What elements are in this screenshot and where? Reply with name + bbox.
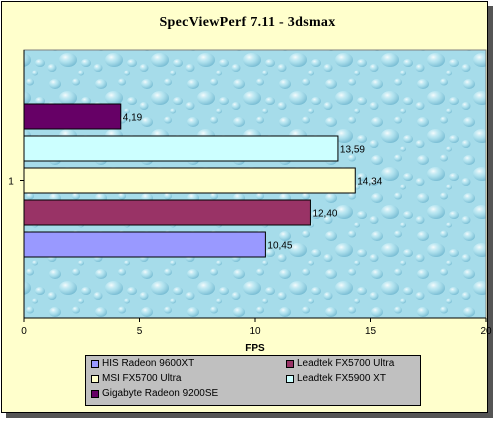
data-label: 13,59: [340, 145, 365, 156]
x-axis-title: FPS: [245, 343, 265, 354]
bar-0: [23, 231, 266, 258]
legend-swatch: [91, 375, 99, 383]
legend-swatch: [286, 360, 294, 368]
data-label: 14,34: [357, 177, 382, 188]
legend-label: HIS Radeon 9600XT: [102, 358, 195, 369]
x-tick-label: 5: [137, 326, 143, 337]
bar-3: [23, 135, 339, 162]
data-label: 4,19: [123, 113, 143, 124]
x-tick-label: 15: [365, 326, 377, 337]
bar-2: [23, 167, 356, 194]
chart-title: SpecViewPerf 7.11 - 3dsmax: [159, 15, 336, 30]
legend-swatch: [91, 390, 99, 398]
y-tick-label: 1: [8, 177, 14, 188]
x-tick-label: 10: [249, 326, 261, 337]
bar-1: [23, 199, 311, 226]
x-tick-label: 0: [21, 326, 27, 337]
legend-swatch: [91, 360, 99, 368]
legend-label: Gigabyte Radeon 9200SE: [102, 388, 219, 399]
data-label: 12,40: [312, 209, 337, 220]
x-tick-label: 20: [480, 326, 492, 337]
legend-swatch: [286, 375, 294, 383]
legend-label: Leadtek FX5900 XT: [297, 373, 386, 384]
legend: HIS Radeon 9600XT Leadtek FX5700 Ultra MSI…: [85, 355, 421, 406]
legend-label: MSI FX5700 Ultra: [102, 373, 182, 384]
bar-4: [23, 103, 122, 130]
legend-label: Leadtek FX5700 Ultra: [297, 358, 395, 369]
data-label: 10,45: [267, 241, 292, 252]
